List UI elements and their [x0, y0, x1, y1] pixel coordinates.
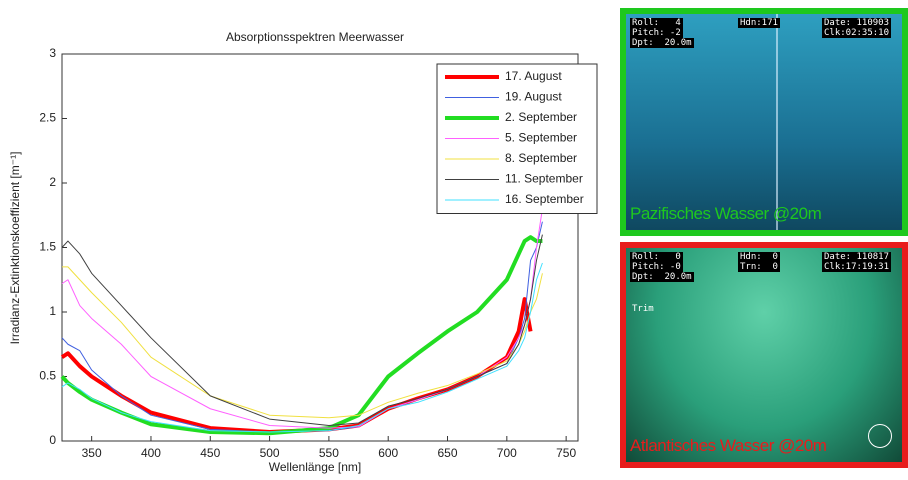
x-tick-label: 650 — [438, 446, 458, 460]
legend-label: 16. September — [505, 192, 584, 206]
y-tick-label: 3 — [49, 46, 56, 60]
hud-text: Hdn:171 — [738, 18, 780, 28]
x-tick-label: 700 — [497, 446, 517, 460]
x-tick-label: 550 — [319, 446, 339, 460]
chart: Absorptionsspektren Meerwasser Wellenlän… — [8, 30, 598, 474]
hud-text: Hdn: 0 — [738, 252, 780, 262]
line-series — [60, 297, 533, 434]
y-tick-label: 0 — [49, 433, 56, 447]
x-tick-label: 350 — [82, 446, 102, 460]
y-tick-label: 1 — [49, 304, 56, 318]
hud-text: Roll: 0 — [630, 252, 683, 262]
hud-text: Dpt: 20.0m — [630, 272, 694, 282]
chart-title: Absorptionsspektren Meerwasser — [226, 30, 404, 44]
y-axis-label: Irradianz-Extinktionskoeffizient [m⁻¹] — [8, 152, 22, 345]
y-tick-label: 2 — [49, 175, 56, 189]
x-axis-label: Wellenlänge [nm] — [269, 460, 362, 474]
hud-text: Date: 110903 — [822, 18, 892, 28]
compass — [868, 424, 892, 448]
legend-label: 8. September — [505, 151, 577, 165]
line-series — [61, 221, 543, 433]
hud-text: Clk:17:19:31 — [822, 262, 892, 272]
legend-label: 17. August — [505, 69, 562, 83]
photo-caption: Atlantisches Wasser @20m — [630, 436, 827, 455]
line-series — [61, 262, 543, 433]
line-series — [61, 234, 543, 427]
x-tick-label: 450 — [200, 446, 220, 460]
photo-caption: Pazifisches Wasser @20m — [630, 204, 822, 223]
legend-label: 5. September — [505, 131, 577, 145]
hud-text: Date: 110817 — [822, 252, 892, 262]
x-tick-label: 600 — [378, 446, 398, 460]
hud-text: Dpt: 20.0m — [630, 38, 694, 48]
line-series — [60, 235, 543, 436]
y-tick-label: 2.5 — [39, 111, 56, 125]
hud-text: Trn: 0 — [738, 262, 780, 272]
legend-label: 2. September — [505, 110, 577, 124]
hud-text: Pitch: -2 — [630, 28, 683, 38]
legend-label: 11. September — [505, 172, 583, 186]
y-tick-label: 1.5 — [39, 240, 56, 254]
hud-text: Pitch: -0 — [630, 262, 683, 272]
x-tick-label: 750 — [556, 446, 576, 460]
x-tick-label: 500 — [260, 446, 280, 460]
hud-text: Roll: 4 — [630, 18, 683, 28]
line-series — [62, 266, 543, 419]
y-tick-label: 0.5 — [39, 369, 56, 383]
cable — [776, 14, 778, 230]
x-tick-label: 400 — [141, 446, 161, 460]
photo-pacific: Roll: 4 Hdn:171 Date: 110903 Pitch: -2 Clk:0… — [620, 8, 908, 236]
hud-text: Trim — [632, 304, 654, 314]
legend-label: 19. August — [505, 90, 562, 104]
hud-text: Clk:02:35:10 — [822, 28, 892, 38]
photo-atlantic: Roll: 0 Hdn: 0 Date: 110817 Pitch: -0 Trn: 0… — [620, 242, 908, 468]
